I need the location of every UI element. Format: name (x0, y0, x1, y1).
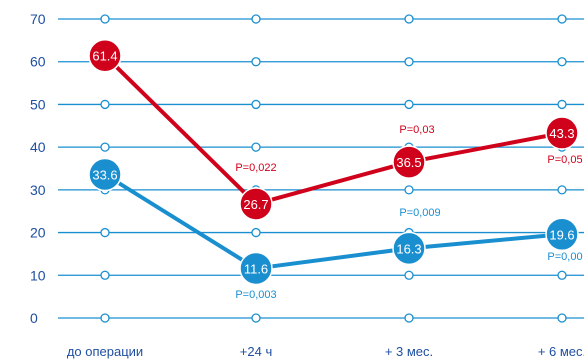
grid-marker (251, 227, 261, 238)
grid-marker (100, 99, 110, 110)
grid-marker (251, 14, 261, 24)
grid-marker (557, 270, 567, 280)
grid-marker (557, 14, 567, 24)
grid-marker (557, 185, 567, 195)
data-label: 19.6 (549, 227, 574, 242)
grid-marker (404, 14, 414, 24)
grid-marker (404, 185, 414, 195)
data-label: 26.7 (243, 197, 268, 212)
grid-marker (100, 313, 110, 323)
y-axis-ticks: 0 10 20 30 40 50 60 70 (30, 11, 46, 326)
grid-marker (404, 313, 414, 323)
grid-marker (100, 227, 110, 238)
p-value-label: P=0,003 (235, 289, 276, 301)
p-value-label: P=0,022 (235, 162, 276, 174)
grid-marker (251, 57, 261, 67)
grid-marker (404, 99, 414, 110)
data-point (545, 116, 579, 150)
data-label: 43.3 (549, 126, 574, 141)
data-point (392, 145, 426, 179)
data-point (239, 251, 273, 286)
y-tick-label: 10 (30, 267, 46, 283)
y-tick-label: 0 (30, 310, 38, 326)
grid-marker (557, 313, 567, 323)
grid-marker (404, 57, 414, 67)
data-point (88, 38, 122, 73)
y-tick-label: 30 (30, 182, 46, 198)
grid-marker (251, 142, 261, 152)
series-group: 61.4 26.7 P=0,022 36.5 P=0,03 43.3 P=0,05 33.6 1… (88, 38, 583, 301)
series-line-0 (103, 54, 563, 206)
grid-marker (557, 57, 567, 67)
y-tick-label: 20 (30, 225, 46, 241)
grid-marker (251, 99, 261, 110)
x-tick-label: +24 ч (240, 344, 272, 359)
p-value-label: P=0,00 (547, 251, 582, 263)
data-label: 36.5 (396, 155, 421, 170)
grid-marker (404, 270, 414, 280)
grid-marker (100, 14, 110, 24)
y-tick-label: 60 (30, 54, 46, 70)
grid-marker (251, 313, 261, 323)
y-tick-label: 70 (30, 11, 46, 27)
data-point (545, 217, 579, 252)
y-tick-label: 40 (30, 139, 46, 155)
data-label: 61.4 (92, 49, 117, 64)
grid-marker (557, 99, 567, 110)
gridlines (58, 14, 584, 323)
data-point (239, 187, 273, 221)
x-tick-label: + 6 мес. (538, 344, 584, 359)
x-axis-ticks: до операции +24 ч + 3 мес. + 6 мес. (67, 344, 584, 359)
data-label: 11.6 (244, 261, 268, 276)
x-tick-label: до операции (67, 344, 143, 359)
data-point (392, 231, 426, 266)
y-tick-label: 50 (30, 96, 46, 112)
series-line-1 (103, 172, 563, 271)
p-value-label: P=0,03 (399, 124, 434, 136)
grid-marker (100, 270, 110, 280)
data-label: 33.6 (92, 167, 117, 182)
x-tick-label: + 3 мес. (385, 344, 433, 359)
p-value-label: P=0,05 (547, 154, 582, 166)
data-label: 16.3 (396, 241, 421, 256)
data-point (88, 157, 122, 192)
grid-marker (100, 142, 110, 152)
p-value-label: P=0,009 (399, 207, 440, 219)
